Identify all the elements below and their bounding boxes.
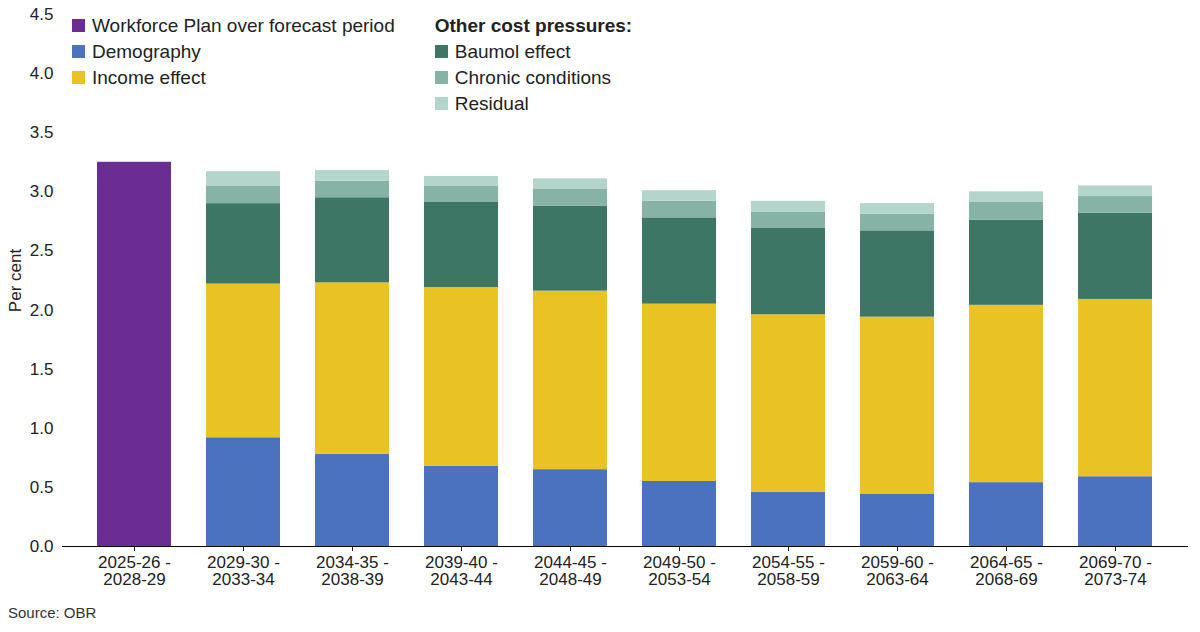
svg-text:2059-60 -2063-64: 2059-60 -2063-64 (861, 553, 934, 589)
svg-text:2025-26 -2028-29: 2025-26 -2028-29 (98, 553, 171, 589)
html-text:Baumol effect: Baumol effect (454, 41, 571, 62)
svg-text:0.5: 0.5 (30, 478, 54, 497)
html-text:Income effect: Income effect (92, 67, 206, 88)
svg-text:2029-30 -2033-34: 2029-30 -2033-34 (207, 553, 280, 589)
svg-text:Per cent: Per cent (6, 249, 25, 313)
svg-text:2054-55 -2058-59: 2054-55 -2058-59 (752, 553, 825, 589)
svg-text:2.5: 2.5 (30, 241, 54, 260)
svg-text:4.5: 4.5 (30, 5, 54, 24)
svg-text:2039-40 -2043-44: 2039-40 -2043-44 (425, 553, 498, 589)
html-text:Source: OBR: Source: OBR (8, 604, 97, 621)
html-text:Chronic conditions: Chronic conditions (454, 67, 611, 88)
svg-text:2064-65 -2068-69: 2064-65 -2068-69 (970, 553, 1043, 589)
svg-text:2034-35 -2038-39: 2034-35 -2038-39 (316, 553, 389, 589)
svg-text:4.0: 4.0 (30, 64, 54, 83)
svg-text:0.0: 0.0 (30, 537, 54, 556)
svg-text:1.0: 1.0 (30, 419, 54, 438)
svg-text:2069-70 -2073-74: 2069-70 -2073-74 (1079, 553, 1152, 589)
html-text:Demography: Demography (92, 41, 201, 62)
svg-text:3.0: 3.0 (30, 182, 54, 201)
svg-text:3.5: 3.5 (30, 123, 54, 142)
svg-text:1.5: 1.5 (30, 360, 54, 379)
svg-text:2.0: 2.0 (30, 300, 54, 319)
html-text:Workforce Plan over forecast p: Workforce Plan over forecast period (92, 15, 395, 36)
svg-text:2044-45 -2048-49: 2044-45 -2048-49 (534, 553, 607, 589)
html-text:Residual: Residual (454, 93, 529, 114)
html-text:Other cost pressures:: Other cost pressures: (434, 15, 633, 36)
svg-text:2049-50 -2053-54: 2049-50 -2053-54 (643, 553, 716, 589)
